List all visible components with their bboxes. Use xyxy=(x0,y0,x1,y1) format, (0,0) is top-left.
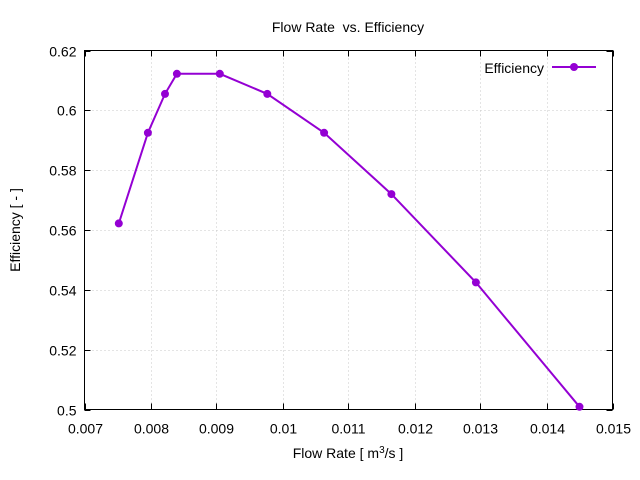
y-tick-label: 0.58 xyxy=(49,163,76,179)
data-point xyxy=(387,190,396,199)
data-point xyxy=(114,219,123,228)
legend-label: Efficiency xyxy=(484,60,544,76)
x-axis-label-end: /s ] xyxy=(385,445,404,461)
x-axis-label-main: Flow Rate [ m xyxy=(293,445,379,461)
x-tick-label: 0.014 xyxy=(530,421,565,437)
series-line xyxy=(117,72,581,408)
data-point xyxy=(172,69,181,78)
data-point xyxy=(161,89,169,98)
y-tick-label: 0.52 xyxy=(49,343,76,359)
x-tick-label: 0.009 xyxy=(199,421,234,437)
y-tick-label: 0.56 xyxy=(49,223,76,239)
grid xyxy=(84,50,613,410)
x-tick-label: 0.015 xyxy=(596,421,631,437)
legend-marker xyxy=(570,63,578,71)
x-axis-label-sup: 3 xyxy=(379,445,385,456)
ticks: 0.007 0.008 0.009 0.01 0.011 0.012 0.013 0.014 0… xyxy=(49,44,631,437)
legend: Efficiency xyxy=(484,60,596,76)
x-tick-label: 0.008 xyxy=(134,421,169,437)
y-axis-label: Efficiency [ - ] xyxy=(7,188,23,272)
chart-title: Flow Rate vs. Efficiency xyxy=(272,19,424,35)
x-axis-label: Flow Rate [ m3/s ] xyxy=(293,445,404,461)
data-point xyxy=(575,402,584,411)
data-point xyxy=(320,128,329,137)
x-tick-label: 0.007 xyxy=(68,421,103,437)
x-tick-label: 0.01 xyxy=(270,421,297,437)
series xyxy=(114,69,584,411)
y-tick-label: 0.6 xyxy=(57,103,77,119)
data-point xyxy=(215,69,224,78)
x-tick-label: 0.012 xyxy=(398,421,433,437)
x-tick-label: 0.011 xyxy=(332,421,366,437)
data-point xyxy=(143,128,152,137)
y-tick-label: 0.5 xyxy=(57,403,77,419)
x-tick-label: 0.013 xyxy=(463,421,498,437)
y-tick-label: 0.54 xyxy=(49,283,76,299)
y-tick-label: 0.62 xyxy=(49,44,76,60)
data-point xyxy=(471,278,480,287)
data-point xyxy=(263,89,272,98)
